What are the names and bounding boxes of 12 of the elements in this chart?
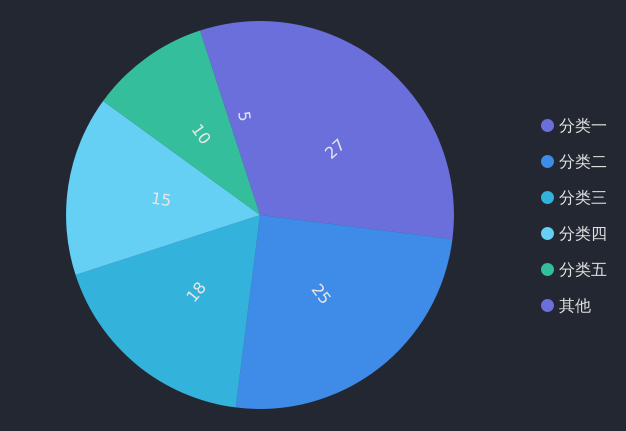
data-label: 15 — [150, 188, 173, 210]
legend-label: 分类一 — [559, 116, 607, 135]
data-label: 18 — [182, 278, 210, 306]
legend-label: 分类二 — [559, 152, 607, 171]
legend-label: 其他 — [559, 296, 591, 315]
legend-label: 分类四 — [559, 224, 607, 243]
legend-label: 分类五 — [559, 260, 607, 279]
data-label: 5 — [234, 110, 255, 123]
data-label: 27 — [321, 135, 349, 163]
data-label: 10 — [188, 120, 215, 148]
legend-label: 分类三 — [559, 188, 607, 207]
data-label: 25 — [308, 280, 336, 308]
